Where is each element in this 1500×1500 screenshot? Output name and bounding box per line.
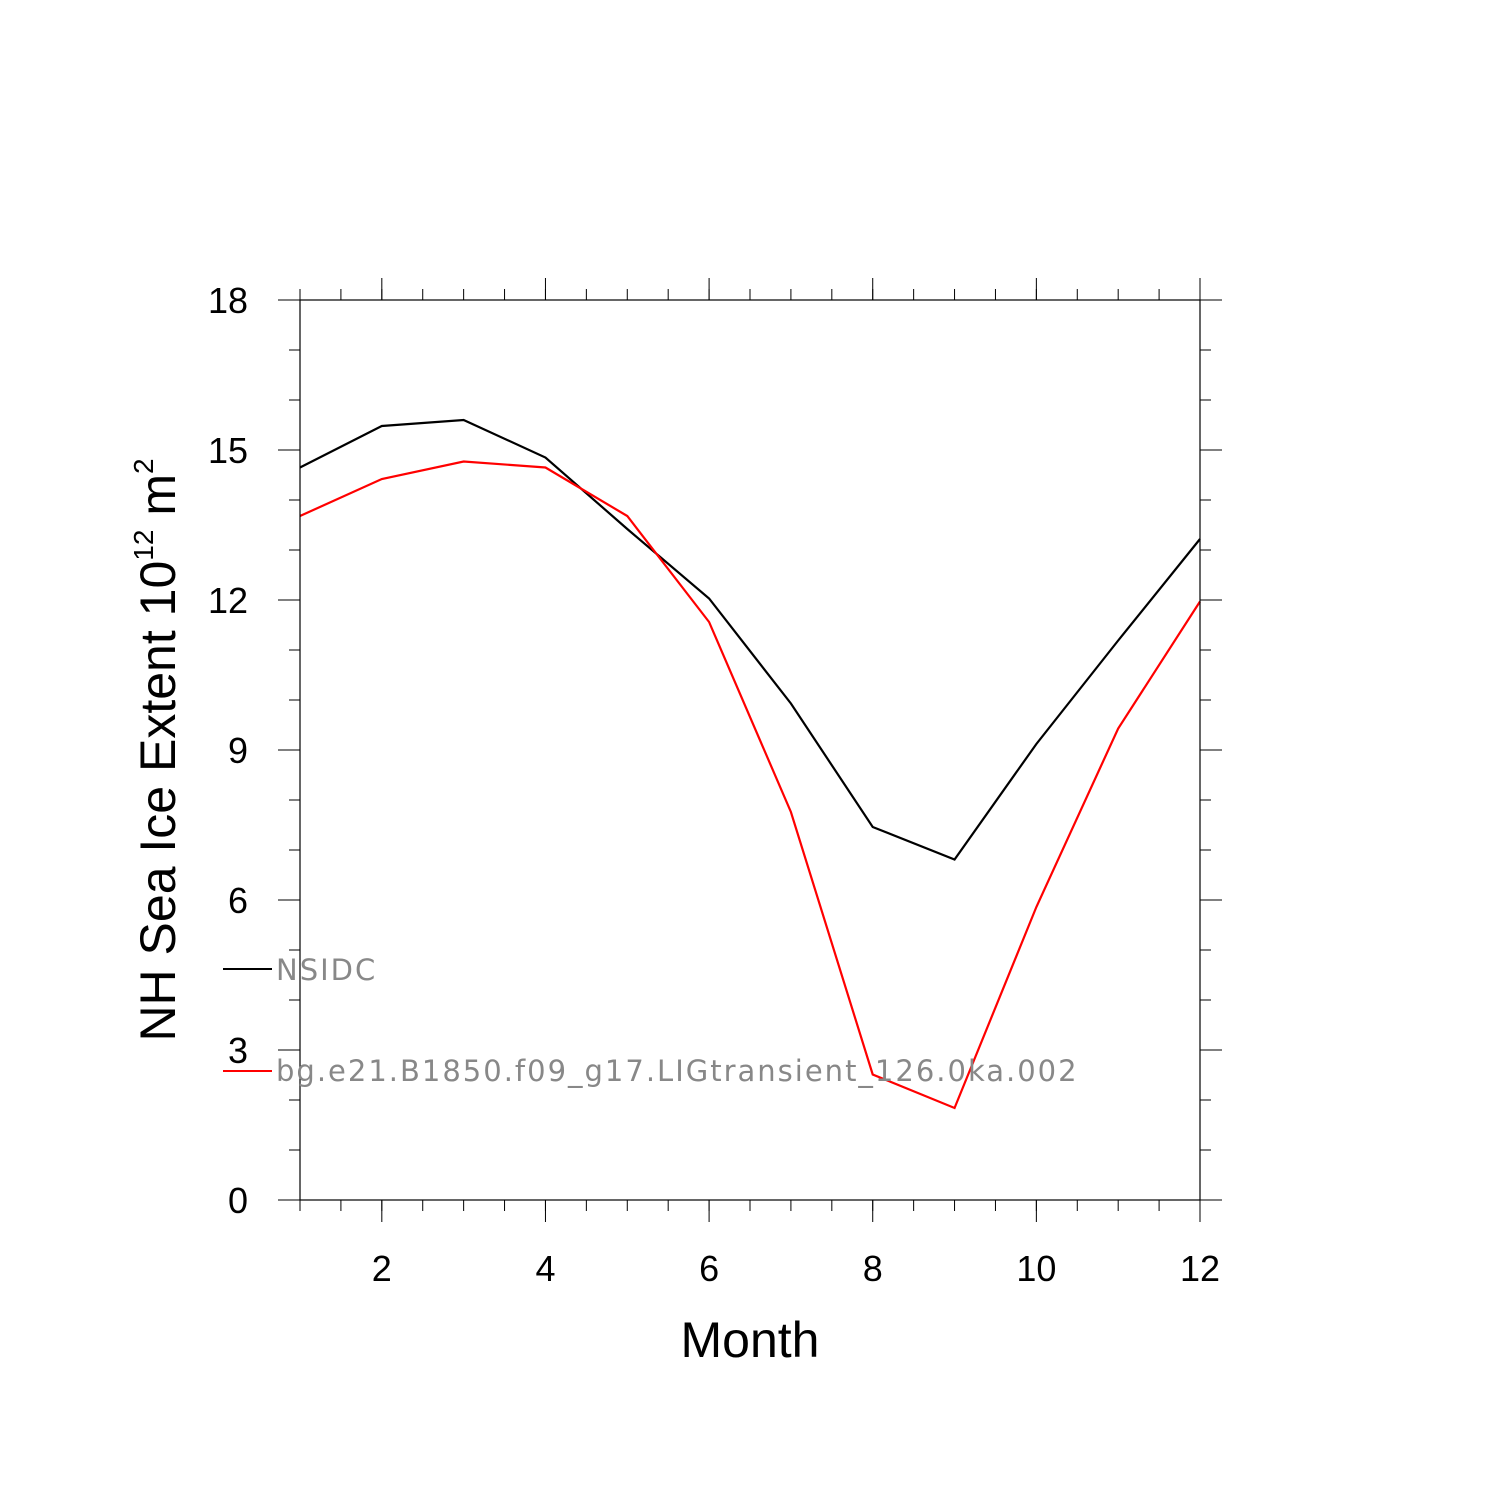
y-axis-title-unit-exponent: 2 <box>128 458 159 474</box>
y-tick-label: 9 <box>228 730 248 771</box>
x-tick-label: 2 <box>372 1248 392 1289</box>
y-tick-label: 6 <box>228 880 248 921</box>
y-tick-label: 18 <box>208 280 248 321</box>
y-tick-label: 12 <box>208 580 248 621</box>
y-axis-title: NH Sea Ice Extent 1012 m2 <box>128 458 186 1041</box>
y-axis-title-text: NH Sea Ice Extent 10 <box>130 561 186 1042</box>
series-line-nsidc <box>299 418 1201 861</box>
plot-frame <box>299 299 1201 1201</box>
y-tick-label: 15 <box>208 430 248 471</box>
series-line-model <box>299 460 1201 1110</box>
major-ticks <box>278 278 1222 1222</box>
x-tick-labels: 2 4 6 8 10 12 <box>372 1248 1220 1289</box>
legend-label-model: bg.e21.B1850.f09_g17.LIGtransient_126.0k… <box>276 1054 1079 1088</box>
x-tick-label: 4 <box>535 1248 555 1289</box>
x-tick-label: 12 <box>1180 1248 1220 1289</box>
x-tick-label: 10 <box>1016 1248 1056 1289</box>
y-axis-title-unit: m <box>130 474 186 530</box>
y-tick-label: 3 <box>228 1030 248 1071</box>
x-tick-label: 8 <box>863 1248 883 1289</box>
x-tick-label: 6 <box>699 1248 719 1289</box>
y-tick-labels: 0 3 6 9 12 15 18 <box>208 280 248 1221</box>
y-axis-title-exponent: 12 <box>128 530 159 561</box>
x-axis-title: Month <box>681 1312 820 1368</box>
legend-label-nsidc: NSIDC <box>276 953 377 987</box>
series-lines <box>299 418 1201 1110</box>
y-tick-label: 0 <box>228 1180 248 1221</box>
legend: NSIDC bg.e21.B1850.f09_g17.LIGtransient_… <box>223 953 1079 1088</box>
